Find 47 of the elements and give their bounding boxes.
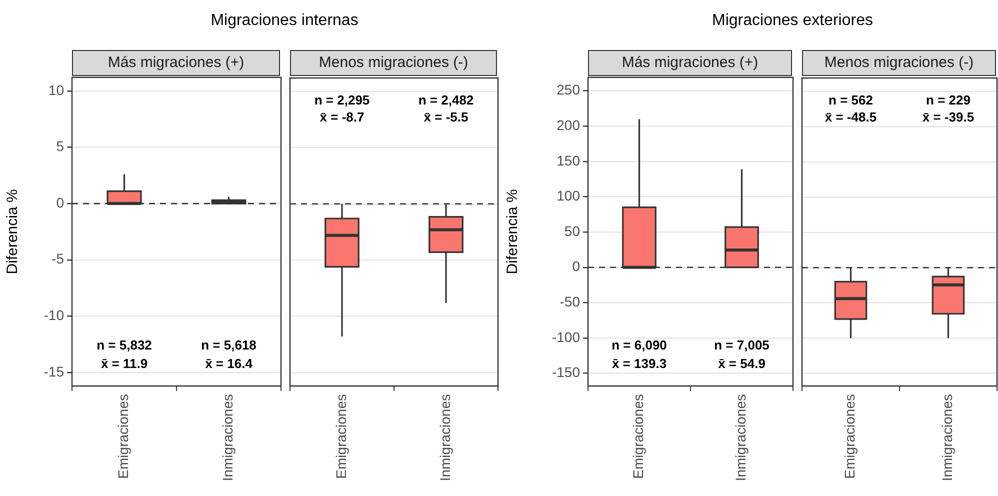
- annotation: x̄ = -48.5: [824, 110, 877, 125]
- annotation: n = 562: [828, 92, 873, 108]
- x-tick-label: Inmigraciones: [732, 394, 749, 482]
- y-tick-label: 100: [556, 188, 580, 204]
- annotation: x̄ = 139.3: [612, 356, 667, 371]
- chart-subtitle: Menos migraciones (-): [802, 50, 996, 76]
- y-tick-label: 250: [556, 82, 580, 98]
- y-tick-label: -10: [44, 307, 64, 324]
- x-tick-label: Inmigraciones: [220, 394, 236, 482]
- annotation: n = 2,482: [418, 92, 474, 108]
- y-tick-label: 10: [48, 82, 64, 98]
- y-tick-label: 0: [56, 194, 64, 210]
- y-tick-label: -15: [44, 363, 64, 380]
- y-tick-label: 150: [556, 152, 580, 168]
- y-tick-label: -5: [52, 250, 64, 267]
- x-tick-label: Emigraciones: [115, 394, 132, 479]
- annotation: n = 5,618: [201, 337, 256, 352]
- annotation: x̄ = -39.5: [922, 110, 974, 125]
- x-tick-label: Emigraciones: [630, 394, 646, 479]
- y-tick-label: 50: [564, 222, 580, 239]
- annotation: x̄ = 11.9: [100, 356, 148, 371]
- x-tick-label: Inmigraciones: [939, 394, 956, 482]
- y-tick-label: 5: [56, 138, 64, 154]
- annotation: n = 5,832: [96, 337, 152, 352]
- chart-subtitle: Más migraciones (+): [588, 50, 792, 76]
- x-tick-label: Emigraciones: [842, 394, 858, 479]
- chart-subtitle: Menos migraciones (-): [290, 50, 497, 76]
- y-axis-title: Diferencia %: [4, 189, 22, 274]
- chart-title: Migraciones exteriores: [711, 12, 874, 30]
- chart-subtitle: Más migraciones (+): [72, 50, 280, 76]
- y-tick-label: -100: [552, 328, 580, 345]
- annotation: n = 7,005: [714, 337, 770, 352]
- y-tick-label: 0: [572, 258, 580, 274]
- y-tick-label: -50: [560, 294, 580, 310]
- annotation: n = 229: [926, 92, 970, 108]
- annotation: x̄ = -5.5: [424, 110, 468, 125]
- y-tick-label: 200: [556, 116, 580, 133]
- annotation: n = 2,295: [314, 92, 370, 108]
- y-axis-title: Diferencia %: [504, 189, 522, 274]
- x-tick-label: Emigraciones: [332, 394, 349, 479]
- annotation: x̄ = -8.7: [320, 110, 364, 125]
- annotation: n = 6,090: [612, 337, 667, 352]
- annotation: x̄ = 54.9: [718, 356, 766, 371]
- x-tick-label: Inmigraciones: [436, 394, 453, 482]
- annotation: x̄ = 16.4: [205, 356, 254, 371]
- chart-title: Migraciones internas: [210, 12, 360, 30]
- y-tick-label: -150: [552, 364, 580, 380]
